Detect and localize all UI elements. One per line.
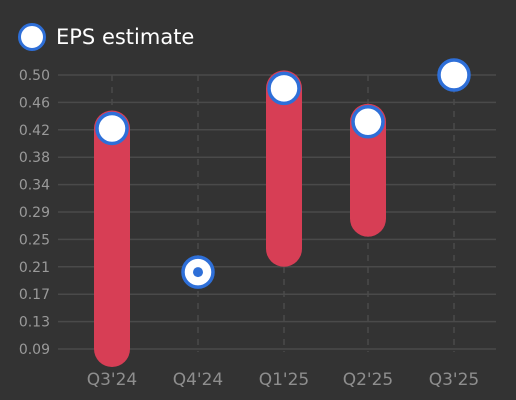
y-tick-label: 0.42 [19, 123, 50, 139]
y-tick-label: 0.17 [19, 287, 50, 303]
eps-estimate-point [267, 71, 301, 106]
x-tick-label: Q1'25 [259, 370, 310, 390]
y-tick-label: 0.13 [19, 315, 50, 331]
eps-estimate-point [351, 105, 385, 139]
y-tick-label: 0.09 [19, 342, 50, 358]
x-tick-label: Q3'24 [87, 370, 138, 390]
y-tick-label: 0.34 [19, 178, 50, 194]
x-tick-label: Q3'25 [429, 370, 480, 390]
y-tick-label: 0.25 [19, 232, 50, 248]
x-tick-label: Q4'24 [173, 370, 224, 390]
legend: EPS estimate [18, 19, 194, 55]
x-tick-label: Q2'25 [343, 370, 394, 390]
y-tick-label: 0.29 [19, 205, 50, 221]
eps-estimate-point [437, 58, 471, 92]
eps-estimate-point [95, 111, 129, 146]
y-tick-label: 0.21 [19, 260, 50, 276]
y-tick-label: 0.46 [19, 95, 50, 111]
y-tick-label: 0.38 [19, 150, 50, 166]
legend-marker [18, 23, 46, 51]
eps-estimate-point-center [193, 267, 203, 278]
legend-label: EPS estimate [56, 25, 195, 49]
y-tick-label: 0.50 [19, 68, 50, 84]
